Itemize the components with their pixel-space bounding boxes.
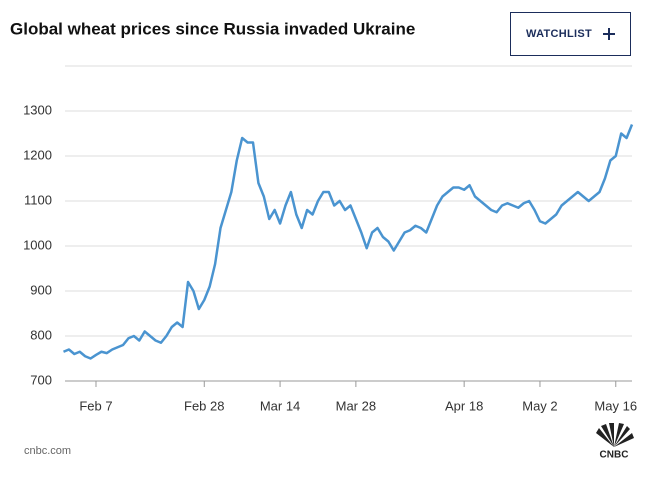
- button-label[interactable]: WATCHLIST: [526, 28, 592, 40]
- chart-title: Global wheat prices since Russia invaded…: [10, 19, 415, 38]
- y-tick-label: 1200: [23, 147, 52, 162]
- peacock-icon: [596, 423, 634, 447]
- x-tick-label: May 2: [522, 398, 557, 413]
- watchlist-button[interactable]: WATCHLIST: [510, 12, 631, 56]
- x-tick-label: Apr 18: [445, 398, 483, 413]
- y-tick-label: 700: [30, 372, 52, 387]
- x-tick-label: Mar 28: [336, 398, 376, 413]
- y-tick-label: 800: [30, 327, 52, 342]
- y-tick-label: 1000: [23, 237, 52, 252]
- source-text: cnbc.com: [24, 445, 71, 457]
- x-tick-label: Mar 14: [260, 398, 300, 413]
- price-line: [63, 124, 634, 360]
- x-tick-label: Feb 7: [79, 398, 112, 413]
- y-tick-label: 1300: [23, 102, 52, 117]
- y-tick-label: 900: [30, 282, 52, 297]
- cnbc-logo: CNBC: [596, 423, 634, 461]
- x-tick-label: May 16: [594, 398, 637, 413]
- y-tick-label: 1100: [24, 192, 52, 207]
- x-tick-label: Feb 28: [184, 398, 224, 413]
- plus-icon[interactable]: [603, 28, 615, 40]
- logo-text: CNBC: [600, 450, 629, 461]
